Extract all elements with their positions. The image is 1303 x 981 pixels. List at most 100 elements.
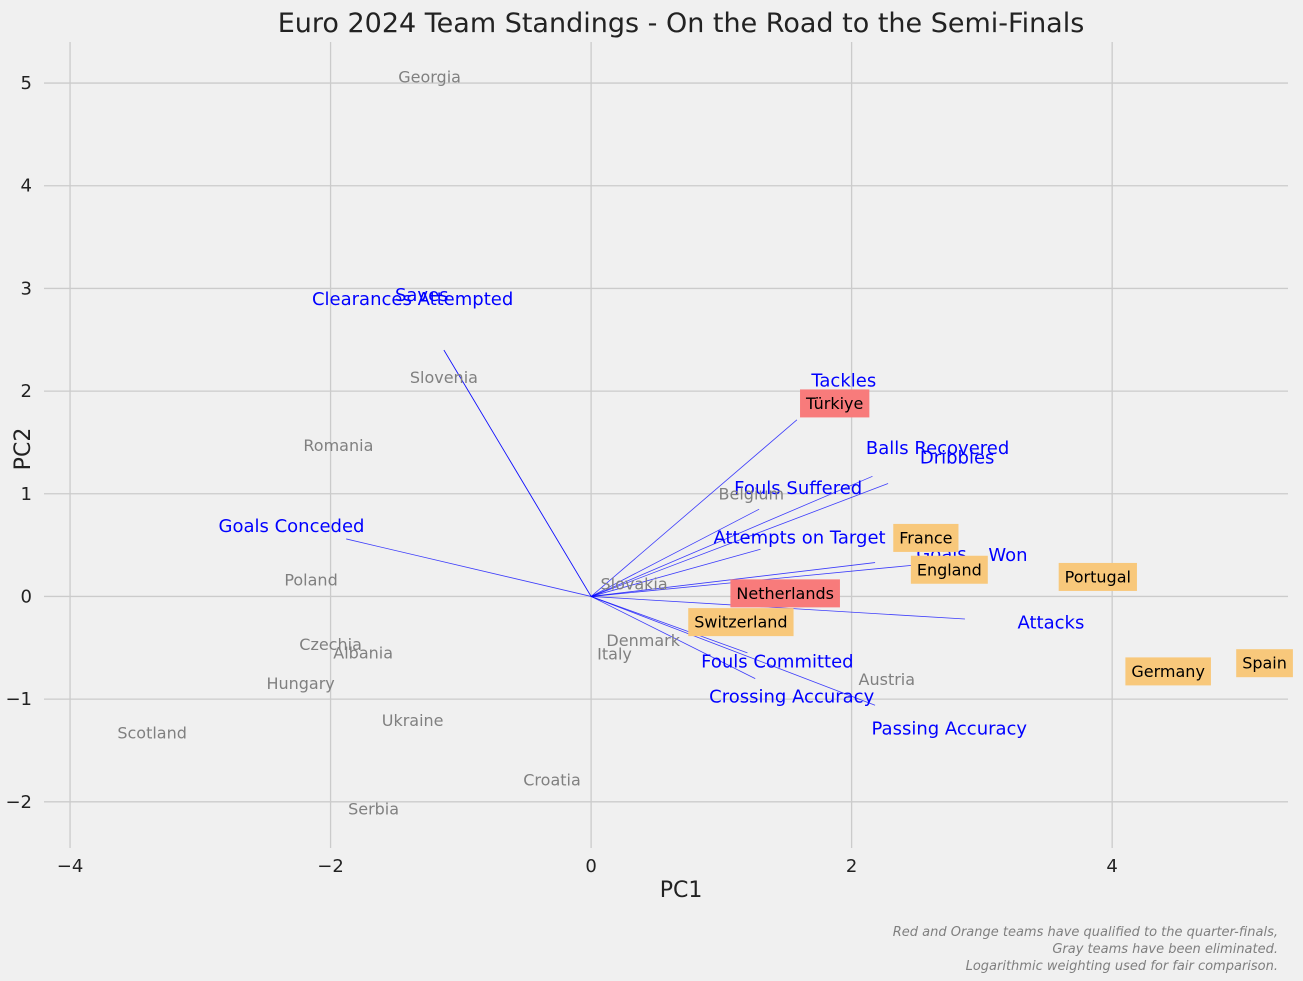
loading-vector-clearances-attempted [443, 349, 592, 597]
x-tick-label: −4 [57, 856, 84, 877]
team-slovenia: Slovenia [410, 368, 478, 387]
team-turkiye: Türkiye [800, 389, 870, 418]
team-label-box [688, 608, 794, 637]
loading-vector-fouls-suffered [590, 508, 760, 597]
team-label: Albania [333, 643, 393, 662]
loading-label-attacks: Attacks [1018, 613, 1085, 634]
team-slovakia: Slovakia [600, 575, 667, 594]
x-tick-label: 4 [1106, 856, 1117, 877]
team-label-box [910, 555, 988, 584]
team-poland: Poland [284, 571, 337, 590]
team-label: Georgia [398, 67, 461, 86]
team-label: Portugal [1065, 567, 1131, 586]
team-label: England [917, 560, 982, 579]
y-tick-label: 5 [21, 73, 32, 94]
loading-label-passing-accuracy: Passing Accuracy [872, 718, 1028, 739]
loading-label-goals-conceded: Goals Conceded [219, 516, 365, 537]
chart-title: Euro 2024 Team Standings - On the Road t… [278, 8, 1085, 39]
loading-label-saves: Saves [395, 285, 449, 306]
team-label-box [1125, 657, 1211, 686]
team-hungary: Hungary [266, 674, 334, 693]
x-axis-label: PC1 [660, 878, 703, 903]
team-denmark: Denmark [606, 631, 680, 650]
team-label: Switzerland [694, 613, 787, 632]
team-label-box [1236, 649, 1293, 678]
loading-label-tackles: Tackles [810, 370, 876, 391]
tick-labels: −4 −2 0 2 4 −2 −1 0 1 2 3 4 5 [5, 73, 1117, 877]
y-tick-label: −2 [5, 792, 32, 813]
team-portugal: Portugal [1058, 562, 1137, 591]
team-labels: Georgia Slovenia Romania Belgium Poland Slova… [117, 67, 1293, 818]
loading-label-clearances-attempted: Clearances Attempted [312, 289, 513, 310]
team-label-box [1058, 562, 1137, 591]
loading-vector-passing-accuracy [590, 596, 876, 706]
loading-vector-attempts-on-target [590, 548, 761, 597]
team-label: Ukraine [382, 711, 444, 730]
x-tick-label: 2 [846, 856, 857, 877]
team-label: Spain [1242, 654, 1287, 673]
x-tick-label: −2 [317, 856, 344, 877]
gridlines [44, 42, 1288, 848]
loading-label-fouls-suffered: Fouls Suffered [734, 478, 862, 499]
y-tick-label: 2 [21, 381, 32, 402]
team-label: Germany [1131, 662, 1205, 681]
footnote-line-1: Red and Orange teams have qualified to t… [893, 925, 1278, 940]
y-axis-label: PC2 [11, 428, 36, 471]
team-label: Slovenia [410, 368, 478, 387]
team-label: Belgium [719, 484, 785, 503]
team-label: Italy [597, 644, 632, 663]
team-label-box [893, 523, 959, 552]
loading-vector-balls-recovered [590, 475, 873, 597]
y-tick-label: 4 [21, 176, 32, 197]
loading-label-dribbles: Dribbles [920, 447, 995, 468]
team-label: Scotland [117, 724, 187, 743]
team-netherlands: Netherlands [730, 579, 840, 608]
team-germany: Germany [1125, 657, 1211, 686]
loading-vector-goals-conceded [346, 538, 592, 597]
team-england: England [910, 555, 988, 584]
y-tick-label: 3 [21, 278, 32, 299]
team-label: Serbia [348, 799, 399, 818]
team-croatia: Croatia [523, 771, 581, 790]
team-romania: Romania [303, 436, 373, 455]
team-belgium: Belgium [719, 484, 785, 503]
team-switzerland: Switzerland [688, 608, 794, 637]
x-tick-label: 0 [585, 856, 596, 877]
team-czechia: Czechia [299, 635, 362, 654]
team-scotland: Scotland [117, 724, 187, 743]
team-label: Denmark [606, 631, 680, 650]
loading-label-won: Won [988, 545, 1027, 566]
loading-vector-tackles [590, 419, 798, 597]
team-label: Netherlands [736, 584, 834, 603]
team-spain: Spain [1236, 649, 1293, 678]
team-label: Croatia [523, 771, 581, 790]
team-italy: Italy [597, 644, 632, 663]
loading-vector-crossing-accuracy [590, 596, 756, 679]
team-ukraine: Ukraine [382, 711, 444, 730]
loading-vector-dribbles [590, 483, 889, 597]
team-austria: Austria [859, 670, 916, 689]
footnote-line-3: Logarithmic weighting used for fair comp… [966, 959, 1278, 974]
team-label: Hungary [266, 674, 334, 693]
footnote-line-2: Gray teams have been eliminated. [1052, 942, 1278, 957]
team-france: France [893, 523, 959, 552]
loading-label-fouls-committed: Fouls Committed [701, 652, 854, 673]
team-albania: Albania [333, 643, 393, 662]
loading-vector-attacks [591, 596, 965, 620]
team-georgia: Georgia [398, 67, 461, 86]
team-label: Slovakia [600, 575, 667, 594]
team-label-box [730, 579, 840, 608]
loading-vector-fouls-committed [590, 596, 748, 654]
loading-label-crossing-accuracy: Crossing Accuracy [709, 687, 874, 708]
team-label: Austria [859, 670, 916, 689]
y-tick-label: 0 [21, 586, 32, 607]
team-serbia: Serbia [348, 799, 399, 818]
y-tick-label: −1 [5, 689, 32, 710]
team-label: France [899, 528, 952, 547]
loading-label-attempts-on-target: Attempts on Target [713, 527, 885, 548]
team-label: Türkiye [805, 394, 863, 413]
team-label-box [800, 389, 870, 418]
team-label: Romania [303, 436, 373, 455]
